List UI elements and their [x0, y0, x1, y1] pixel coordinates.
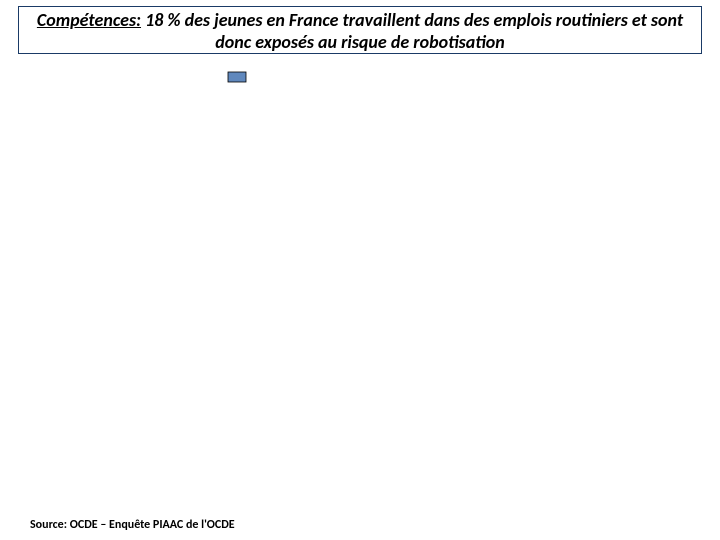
bar-chart	[18, 58, 702, 478]
legend-bar-swatch	[228, 72, 246, 82]
title-prefix: Compétences:	[37, 9, 141, 31]
chart-title: Compétences: 18 % des jeunes en France t…	[18, 6, 702, 54]
source-label: Source: OCDE – Enquête PIAAC de l'OCDE	[30, 518, 235, 532]
title-rest: 18 % des jeunes en France travaillent da…	[141, 9, 683, 53]
